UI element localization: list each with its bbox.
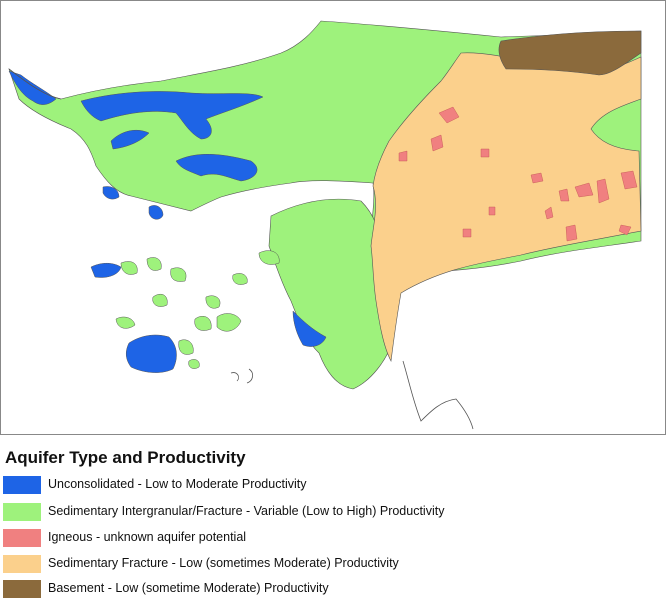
map-canvas (8, 20, 642, 430)
coastline (8, 68, 474, 430)
legend-item-sedimentary-fracture: Sedimentary Fracture - Low (sometimes Mo… (3, 555, 643, 576)
legend-item-basement: Basement - Low (sometime Moderate) Produ… (3, 580, 643, 601)
legend-label: Basement - Low (sometime Moderate) Produ… (48, 581, 329, 595)
legend-item-sedimentary-intergranular: Sedimentary Intergranular/Fracture - Var… (3, 503, 643, 524)
legend-label: Sedimentary Fracture - Low (sometimes Mo… (48, 556, 399, 570)
swatch-sedimentary-fracture (3, 555, 41, 573)
swatch-basement (3, 580, 41, 598)
swatch-unconsolidated (3, 476, 41, 494)
aquifer-map[interactable] (0, 0, 666, 435)
region-igneous (398, 106, 638, 242)
legend-title: Aquifer Type and Productivity (5, 448, 246, 467)
region-basement (498, 30, 642, 76)
swatch-sedimentary-intergranular (3, 503, 41, 521)
region-islands (115, 250, 280, 369)
map-legend: Aquifer Type and Productivity Unconsolid… (0, 440, 666, 599)
swatch-igneous (3, 529, 41, 547)
legend-label: Unconsolidated - Low to Moderate Product… (48, 477, 307, 491)
legend-item-igneous: Igneous - unknown aquifer potential (3, 529, 643, 550)
region-unconsolidated (8, 70, 327, 373)
region-sedimentary-fracture (370, 52, 642, 362)
legend-label: Igneous - unknown aquifer potential (48, 530, 247, 544)
region-sedimentary-intergranular-south (268, 198, 394, 390)
legend-item-unconsolidated: Unconsolidated - Low to Moderate Product… (3, 476, 643, 497)
legend-label: Sedimentary Intergranular/Fracture - Var… (48, 504, 445, 518)
